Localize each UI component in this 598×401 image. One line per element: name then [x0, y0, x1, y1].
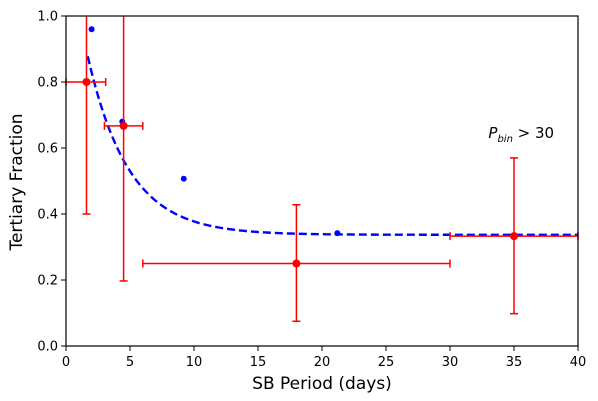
- y-axis-label: Tertiary Fraction: [7, 113, 27, 251]
- x-tick-label: 35: [506, 355, 523, 370]
- plot-area: [65, 16, 579, 322]
- fit-curve-dashed: [86, 56, 578, 236]
- errorbar-marker: [510, 232, 518, 241]
- x-tick-label: 0: [62, 355, 70, 370]
- axes: 0 5 10 15 20 25 30 35 40 0.0 0.2 0.4 0.6 0.8 1.0: [37, 10, 586, 371]
- errorbar-point: [103, 16, 144, 282]
- x-tick-label: 40: [570, 355, 587, 370]
- x-tick-label: 20: [314, 355, 331, 370]
- errorbar-marker: [82, 78, 91, 86]
- plot-frame: [65, 15, 579, 347]
- x-tick-label: 5: [126, 355, 134, 370]
- annotation-subscript: bin: [497, 134, 512, 145]
- annotation-main: P: [488, 124, 498, 142]
- annotation-pbin: Pbin > 30: [488, 124, 554, 145]
- x-axis-label: SB Period (days): [252, 374, 392, 394]
- data-point-blue: [88, 26, 95, 33]
- y-tick-label: 0.0: [37, 340, 58, 355]
- x-tick-label: 15: [250, 355, 267, 370]
- x-tick-label: 10: [186, 355, 203, 370]
- y-tick-label: 0.8: [37, 76, 58, 91]
- annotation-tail: > 30: [513, 124, 554, 142]
- data-point-blue: [334, 230, 341, 237]
- x-tick-label: 25: [378, 355, 395, 370]
- errorbar-marker: [292, 259, 301, 268]
- y-tick-label: 1.0: [37, 10, 58, 25]
- data-point-blue: [180, 175, 187, 182]
- y-tick-label: 0.6: [37, 142, 58, 157]
- x-tick-label: 30: [442, 355, 459, 370]
- errorbar-point: [449, 157, 579, 315]
- errorbar-marker: [119, 121, 128, 130]
- y-tick-label: 0.4: [37, 208, 58, 223]
- y-tick-label: 0.2: [37, 274, 58, 289]
- errorbar-point: [142, 204, 451, 322]
- errorbar-point: [65, 16, 107, 215]
